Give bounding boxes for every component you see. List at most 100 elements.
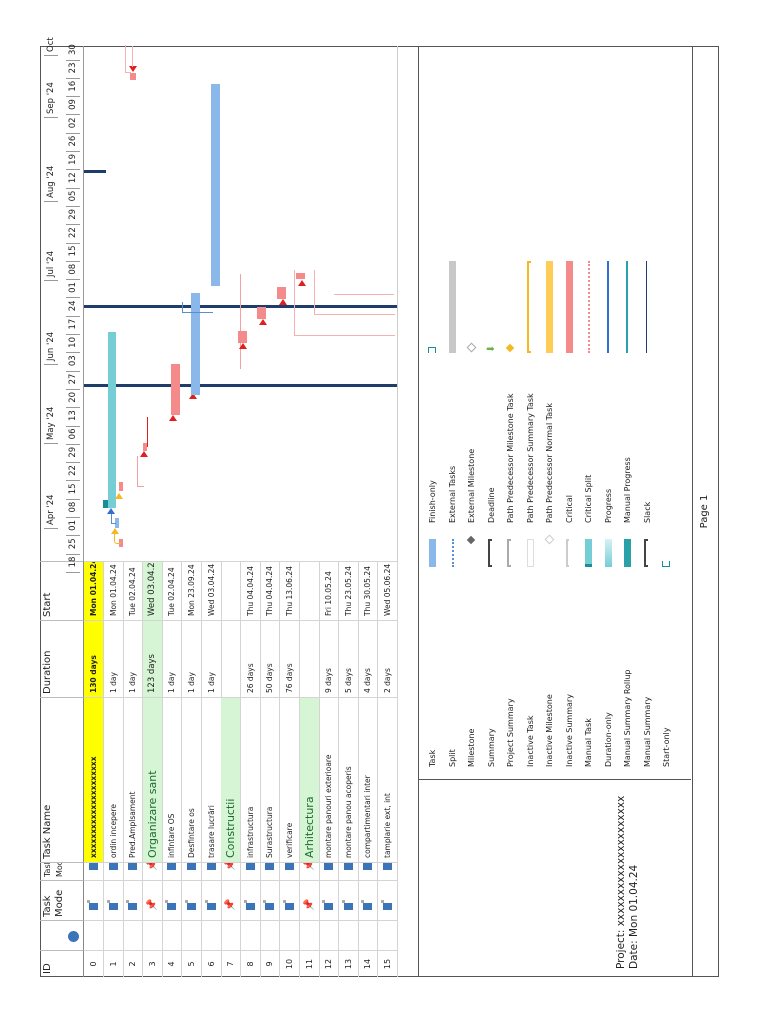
header-task-name[interactable]: Task Name <box>40 697 84 862</box>
cell-task-mode[interactable] <box>280 880 299 920</box>
cell-task-mode-2[interactable]: 📌 <box>221 862 241 880</box>
cell-task-mode[interactable] <box>84 880 103 920</box>
cell-duration[interactable]: 1 day <box>103 620 123 697</box>
cell-task-mode[interactable] <box>103 880 123 920</box>
cell-duration[interactable]: 1 day <box>182 620 201 697</box>
cell-task-mode[interactable] <box>182 880 201 920</box>
table-row[interactable]: 7 📌 📌 Constructii <box>221 561 242 977</box>
cell-duration[interactable]: 123 days <box>142 620 162 697</box>
cell-task-name[interactable]: infrastructura <box>240 697 260 862</box>
cell-start[interactable]: Wed 05.06.24 <box>378 561 397 620</box>
cell-duration[interactable]: 2 days <box>378 620 397 697</box>
cell-start[interactable]: Thu 23.05.24 <box>338 561 358 620</box>
task-bar-13[interactable] <box>257 307 266 319</box>
cell-task-mode-2[interactable] <box>280 862 299 880</box>
cell-task-mode-2[interactable] <box>201 862 221 880</box>
cell-task-mode-2[interactable] <box>182 862 201 880</box>
cell-task-mode-2[interactable] <box>103 862 123 880</box>
cell-task-mode[interactable]: 📌 <box>299 880 319 920</box>
table-row[interactable]: 2 Pred.Amplsament 1 day Tue 02.04.24 <box>123 561 144 977</box>
cell-start[interactable]: Wed 03.04.24 <box>201 561 221 620</box>
cell-task-mode[interactable] <box>240 880 260 920</box>
table-row[interactable]: 3 📌 📌 Organizare sant 123 days Wed 03.04.24 <box>142 561 163 977</box>
table-row[interactable]: 12 montare panouri exterioare 9 days Fri 10… <box>319 561 340 977</box>
cell-task-mode-2[interactable] <box>378 862 397 880</box>
table-row[interactable]: 0 xxxxxxxxxxxxxxxxxxxxx 130 days Mon 01.04.… <box>84 561 104 977</box>
cell-start[interactable]: Fri 10.05.24 <box>319 561 339 620</box>
table-row[interactable]: 8 infrastructura 26 days Thu 04.04.24 <box>240 561 261 977</box>
cell-task-name[interactable]: Desfintare os <box>182 697 201 862</box>
cell-task-name[interactable]: infintare OS <box>162 697 182 862</box>
cell-start[interactable]: Thu 04.04.24 <box>240 561 260 620</box>
header-task-mode[interactable]: Task Mode <box>40 880 84 920</box>
cell-duration[interactable]: 1 day <box>162 620 182 697</box>
task-bar-5[interactable] <box>130 73 136 80</box>
cell-duration[interactable]: 130 days <box>84 620 103 697</box>
cell-task-mode[interactable] <box>358 880 378 920</box>
cell-duration[interactable]: 4 days <box>358 620 378 697</box>
task-bar-10[interactable] <box>211 84 220 286</box>
cell-duration[interactable] <box>299 620 319 697</box>
cell-task-name[interactable]: verificare <box>280 697 299 862</box>
cell-start[interactable] <box>299 561 319 620</box>
cell-start[interactable]: Tue 02.04.24 <box>162 561 182 620</box>
table-row[interactable]: 14 compartimentari inter 4 days Thu 30.05.2… <box>358 561 379 977</box>
header-task-mode-2[interactable]: Task Mode <box>40 862 84 880</box>
cell-start[interactable]: Wed 03.04.24 <box>142 561 162 620</box>
manual-task-bar-3[interactable] <box>108 332 116 508</box>
cell-task-name[interactable]: Surastructura <box>260 697 280 862</box>
cell-task-mode[interactable] <box>123 880 143 920</box>
cell-start[interactable]: Thu 04.04.24 <box>260 561 280 620</box>
table-row[interactable]: 1 ordin incepere 1 day Mon 01.04.24 <box>103 561 124 977</box>
cell-start[interactable]: Mon 23.09.24 <box>182 561 201 620</box>
cell-task-name[interactable]: montare panou acoperis <box>338 697 358 862</box>
cell-start[interactable]: Thu 30.05.24 <box>358 561 378 620</box>
cell-duration[interactable] <box>221 620 241 697</box>
table-row[interactable]: 5 Desfintare os 1 day Mon 23.09.24 <box>182 561 202 977</box>
cell-duration[interactable]: 5 days <box>338 620 358 697</box>
table-row[interactable]: 9 Surastructura 50 days Thu 04.04.24 <box>260 561 281 977</box>
cell-task-mode-2[interactable]: 📌 <box>142 862 162 880</box>
cell-duration[interactable]: 9 days <box>319 620 339 697</box>
cell-task-mode-2[interactable] <box>260 862 280 880</box>
cell-task-mode[interactable]: 📌 <box>221 880 241 920</box>
table-row[interactable]: 10 verificare 76 days Thu 13.06.24 <box>280 561 300 977</box>
cell-start[interactable]: Thu 13.06.24 <box>280 561 299 620</box>
cell-task-mode-2[interactable] <box>358 862 378 880</box>
table-row[interactable]: 15 tamplarie ext, int 2 days Wed 05.06.24 <box>378 561 398 977</box>
table-row[interactable]: 6 trasare lucrări 1 day Wed 03.04.24 <box>201 561 222 977</box>
cell-task-mode-2[interactable]: 📌 <box>299 862 319 880</box>
cell-task-mode[interactable] <box>260 880 280 920</box>
task-bar-14[interactable] <box>277 287 286 299</box>
cell-start[interactable] <box>221 561 241 620</box>
cell-start[interactable]: Mon 01.04.24 <box>84 561 103 620</box>
cell-task-mode-2[interactable] <box>319 862 339 880</box>
task-bar-8[interactable] <box>171 364 180 415</box>
cell-task-name[interactable]: Constructii <box>221 697 241 862</box>
cell-task-name[interactable]: montare panouri exterioare <box>319 697 339 862</box>
cell-task-mode-2[interactable] <box>338 862 358 880</box>
header-indicators[interactable] <box>40 920 84 950</box>
table-row[interactable]: 11 📌 📌 Arhitectura <box>299 561 320 977</box>
cell-duration[interactable]: 1 day <box>123 620 143 697</box>
cell-duration[interactable]: 50 days <box>260 620 280 697</box>
header-duration[interactable]: Duration <box>40 620 84 697</box>
task-bar-12[interactable] <box>238 331 247 343</box>
cell-task-name[interactable]: Arhitectura <box>299 697 319 862</box>
cell-task-name[interactable]: tamplarie ext, int <box>378 697 397 862</box>
cell-task-mode-2[interactable] <box>162 862 182 880</box>
cell-start[interactable]: Tue 02.04.24 <box>123 561 143 620</box>
cell-task-mode-2[interactable] <box>123 862 143 880</box>
cell-task-mode[interactable] <box>201 880 221 920</box>
cell-task-mode[interactable] <box>319 880 339 920</box>
cell-task-name[interactable]: ordin incepere <box>103 697 123 862</box>
cell-duration[interactable]: 26 days <box>240 620 260 697</box>
table-row[interactable]: 4 infintare OS 1 day Tue 02.04.24 <box>162 561 183 977</box>
cell-task-mode[interactable] <box>378 880 397 920</box>
cell-task-name[interactable]: Organizare sant <box>142 697 162 862</box>
cell-task-mode-2[interactable] <box>84 862 103 880</box>
table-row[interactable]: 13 montare panou acoperis 5 days Thu 23.05.… <box>338 561 359 977</box>
cell-task-mode[interactable] <box>162 880 182 920</box>
header-id[interactable]: ID <box>40 950 84 977</box>
cell-duration[interactable]: 76 days <box>280 620 299 697</box>
